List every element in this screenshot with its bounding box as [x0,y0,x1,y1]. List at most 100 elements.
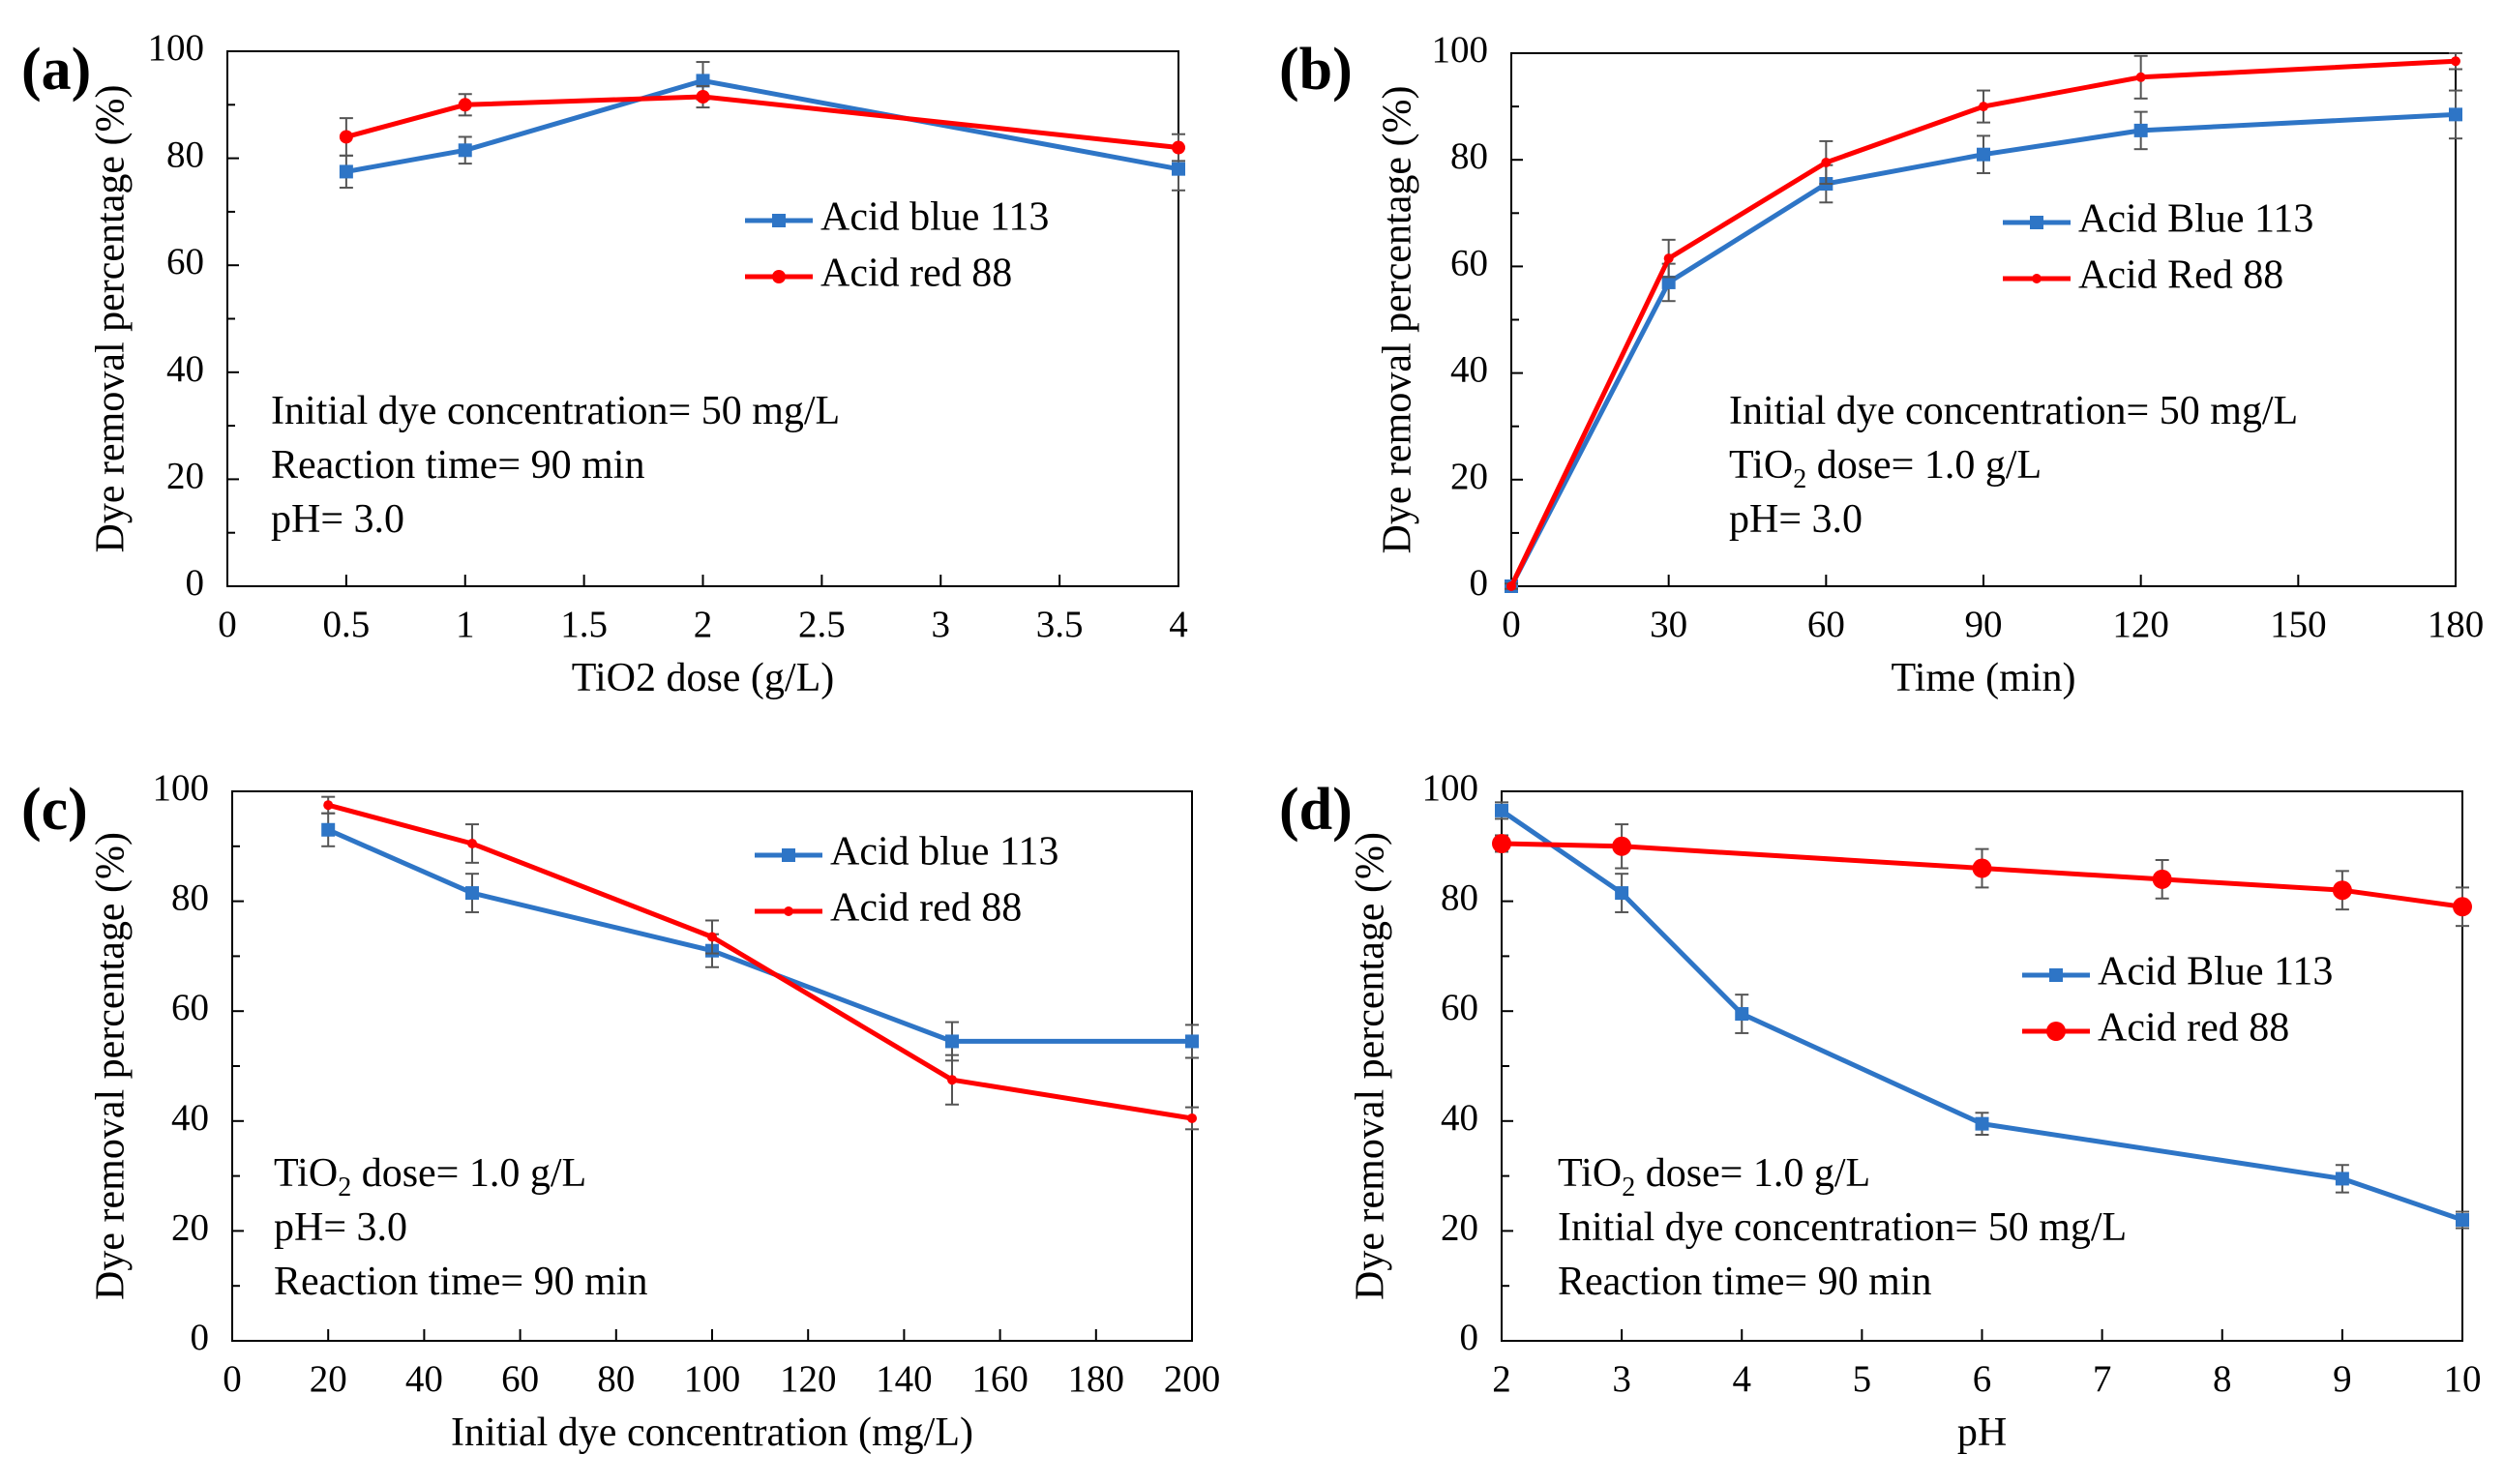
y-tick-label: 100 [148,27,205,69]
data-point [2449,107,2462,122]
annotation-line: TiO2 dose= 1.0 g/L [1558,1151,1870,1202]
y-tick-label: 0 [1470,562,1489,604]
panel-letter: (b) [1279,37,1353,103]
x-tick-label: 4 [1733,1358,1752,1400]
panel-letter: (c) [21,777,88,843]
data-point [2152,869,2172,889]
series-acid-blue-113 [321,812,1199,1062]
x-tick-label: 60 [1807,604,1845,645]
x-tick-label: 140 [876,1358,933,1400]
series-line [345,77,1179,174]
data-point [696,90,710,104]
x-tick-label: 80 [597,1358,635,1400]
subscript: 2 [1793,464,1806,494]
y-axis-title: Dye removal percentage (%) [1376,86,1420,554]
x-tick-label: 3 [932,604,951,645]
x-tick-label: 30 [1650,604,1687,645]
panel-b: (b) 0 20 40 60 80 100 0 30 60 90 120 150 180 Time (min… [1279,29,2484,700]
series-acid-blue-113 [1505,89,2462,593]
x-tick-label: 100 [684,1358,741,1400]
panel-c: (c) 0 20 40 60 80 100 0 20 40 60 80 100 120 140 160 180 2… [21,767,1220,1455]
x-tick-label: 120 [2112,604,2169,645]
data-point [458,98,472,112]
y-tick-label: 80 [171,877,209,919]
x-tick-label: 200 [1164,1358,1221,1400]
y-tick-label: 20 [171,1206,209,1248]
data-point [1506,581,1516,591]
annotation-line: Initial dye concentration= 50 mg/L [271,389,840,433]
y-tick-label: 40 [1450,349,1488,391]
y-tick-label: 0 [1460,1317,1479,1358]
x-tick-label: 8 [2213,1358,2232,1400]
y-tick-label: 80 [1450,135,1488,177]
data-point [2133,123,2148,137]
data-point [1185,1034,1199,1049]
annotation-line: Reaction time= 90 min [274,1260,647,1304]
legend-label: Acid Blue 113 [2078,197,2313,242]
x-tick-label: 4 [1169,604,1188,645]
legend-marker [782,848,795,862]
data-point [696,74,710,88]
panel-letter: (a) [21,37,91,103]
series-acid-blue-113 [1495,801,2469,1230]
annotation-line: Initial dye concentration= 50 mg/L [1558,1205,2127,1250]
x-tick-label: 20 [310,1358,347,1400]
x-axis-title: TiO2 dose (g/L) [572,656,834,700]
data-point [339,130,353,144]
y-tick-label: 40 [171,1097,209,1139]
plot-frame [1510,52,2457,587]
data-point [1492,833,1511,853]
legend-marker [2049,968,2063,982]
conditions-annotation: Initial dye concentration= 50 mg/L Reacti… [271,389,840,542]
data-point [1172,140,1185,155]
data-point [2456,1213,2469,1228]
data-point [339,164,353,179]
x-axis-title: pH [1957,1410,2007,1455]
data-point [1187,1113,1197,1123]
x-tick-label: 2.5 [798,604,846,645]
y-tick-label: 60 [1450,242,1488,283]
legend-marker [772,214,786,227]
x-tick-label: 180 [1068,1358,1125,1400]
annotation-line: Reaction time= 90 min [271,443,644,488]
series-acid-red-88 [1492,823,2472,928]
legend-label: Acid red 88 [820,252,1012,296]
data-point [1735,1007,1749,1022]
x-tick-label: 0 [1502,604,1521,645]
y-tick-label: 0 [191,1317,210,1358]
y-tick-label: 100 [153,767,210,809]
data-point [1972,858,1992,878]
data-point [1663,253,1674,264]
series-line [327,802,1193,1121]
x-tick-label: 180 [2428,604,2485,645]
panel-a: (a) 0 20 40 60 80 100 0 0.5 1 1.5 2 2.5 3 3.5 4 TiO2 dos… [21,27,1188,700]
annotation-line: TiO2 dose= 1.0 g/L [274,1151,586,1202]
data-point [707,932,717,942]
data-point [947,1075,957,1085]
legend-label: Acid blue 113 [820,195,1049,240]
x-tick-label: 60 [501,1358,539,1400]
y-tick-label: 40 [166,348,204,390]
data-point [465,886,479,901]
legend: Acid blue 113 Acid red 88 [755,830,1058,931]
y-tick-label: 60 [1441,987,1478,1028]
y-tick-label: 60 [171,987,209,1028]
data-point [2135,72,2146,82]
panel-letter: (d) [1279,777,1353,843]
data-point [1495,803,1508,817]
x-tick-label: 5 [1853,1358,1872,1400]
series-line [1501,841,2463,909]
data-point [1172,162,1185,176]
data-point [323,800,334,811]
conditions-annotation: Initial dye concentration= 50 mg/L TiO2 d… [1729,389,2298,542]
legend-marker [784,906,793,916]
y-axis-title: Dye removal percentage (%) [89,85,134,553]
x-tick-label: 1.5 [560,604,608,645]
legend-marker [2032,274,2042,283]
x-tick-label: 0.5 [323,604,371,645]
x-tick-label: 6 [1973,1358,1992,1400]
legend-marker [772,270,786,283]
legend-label: Acid red 88 [830,886,1022,931]
data-point [1661,275,1676,289]
